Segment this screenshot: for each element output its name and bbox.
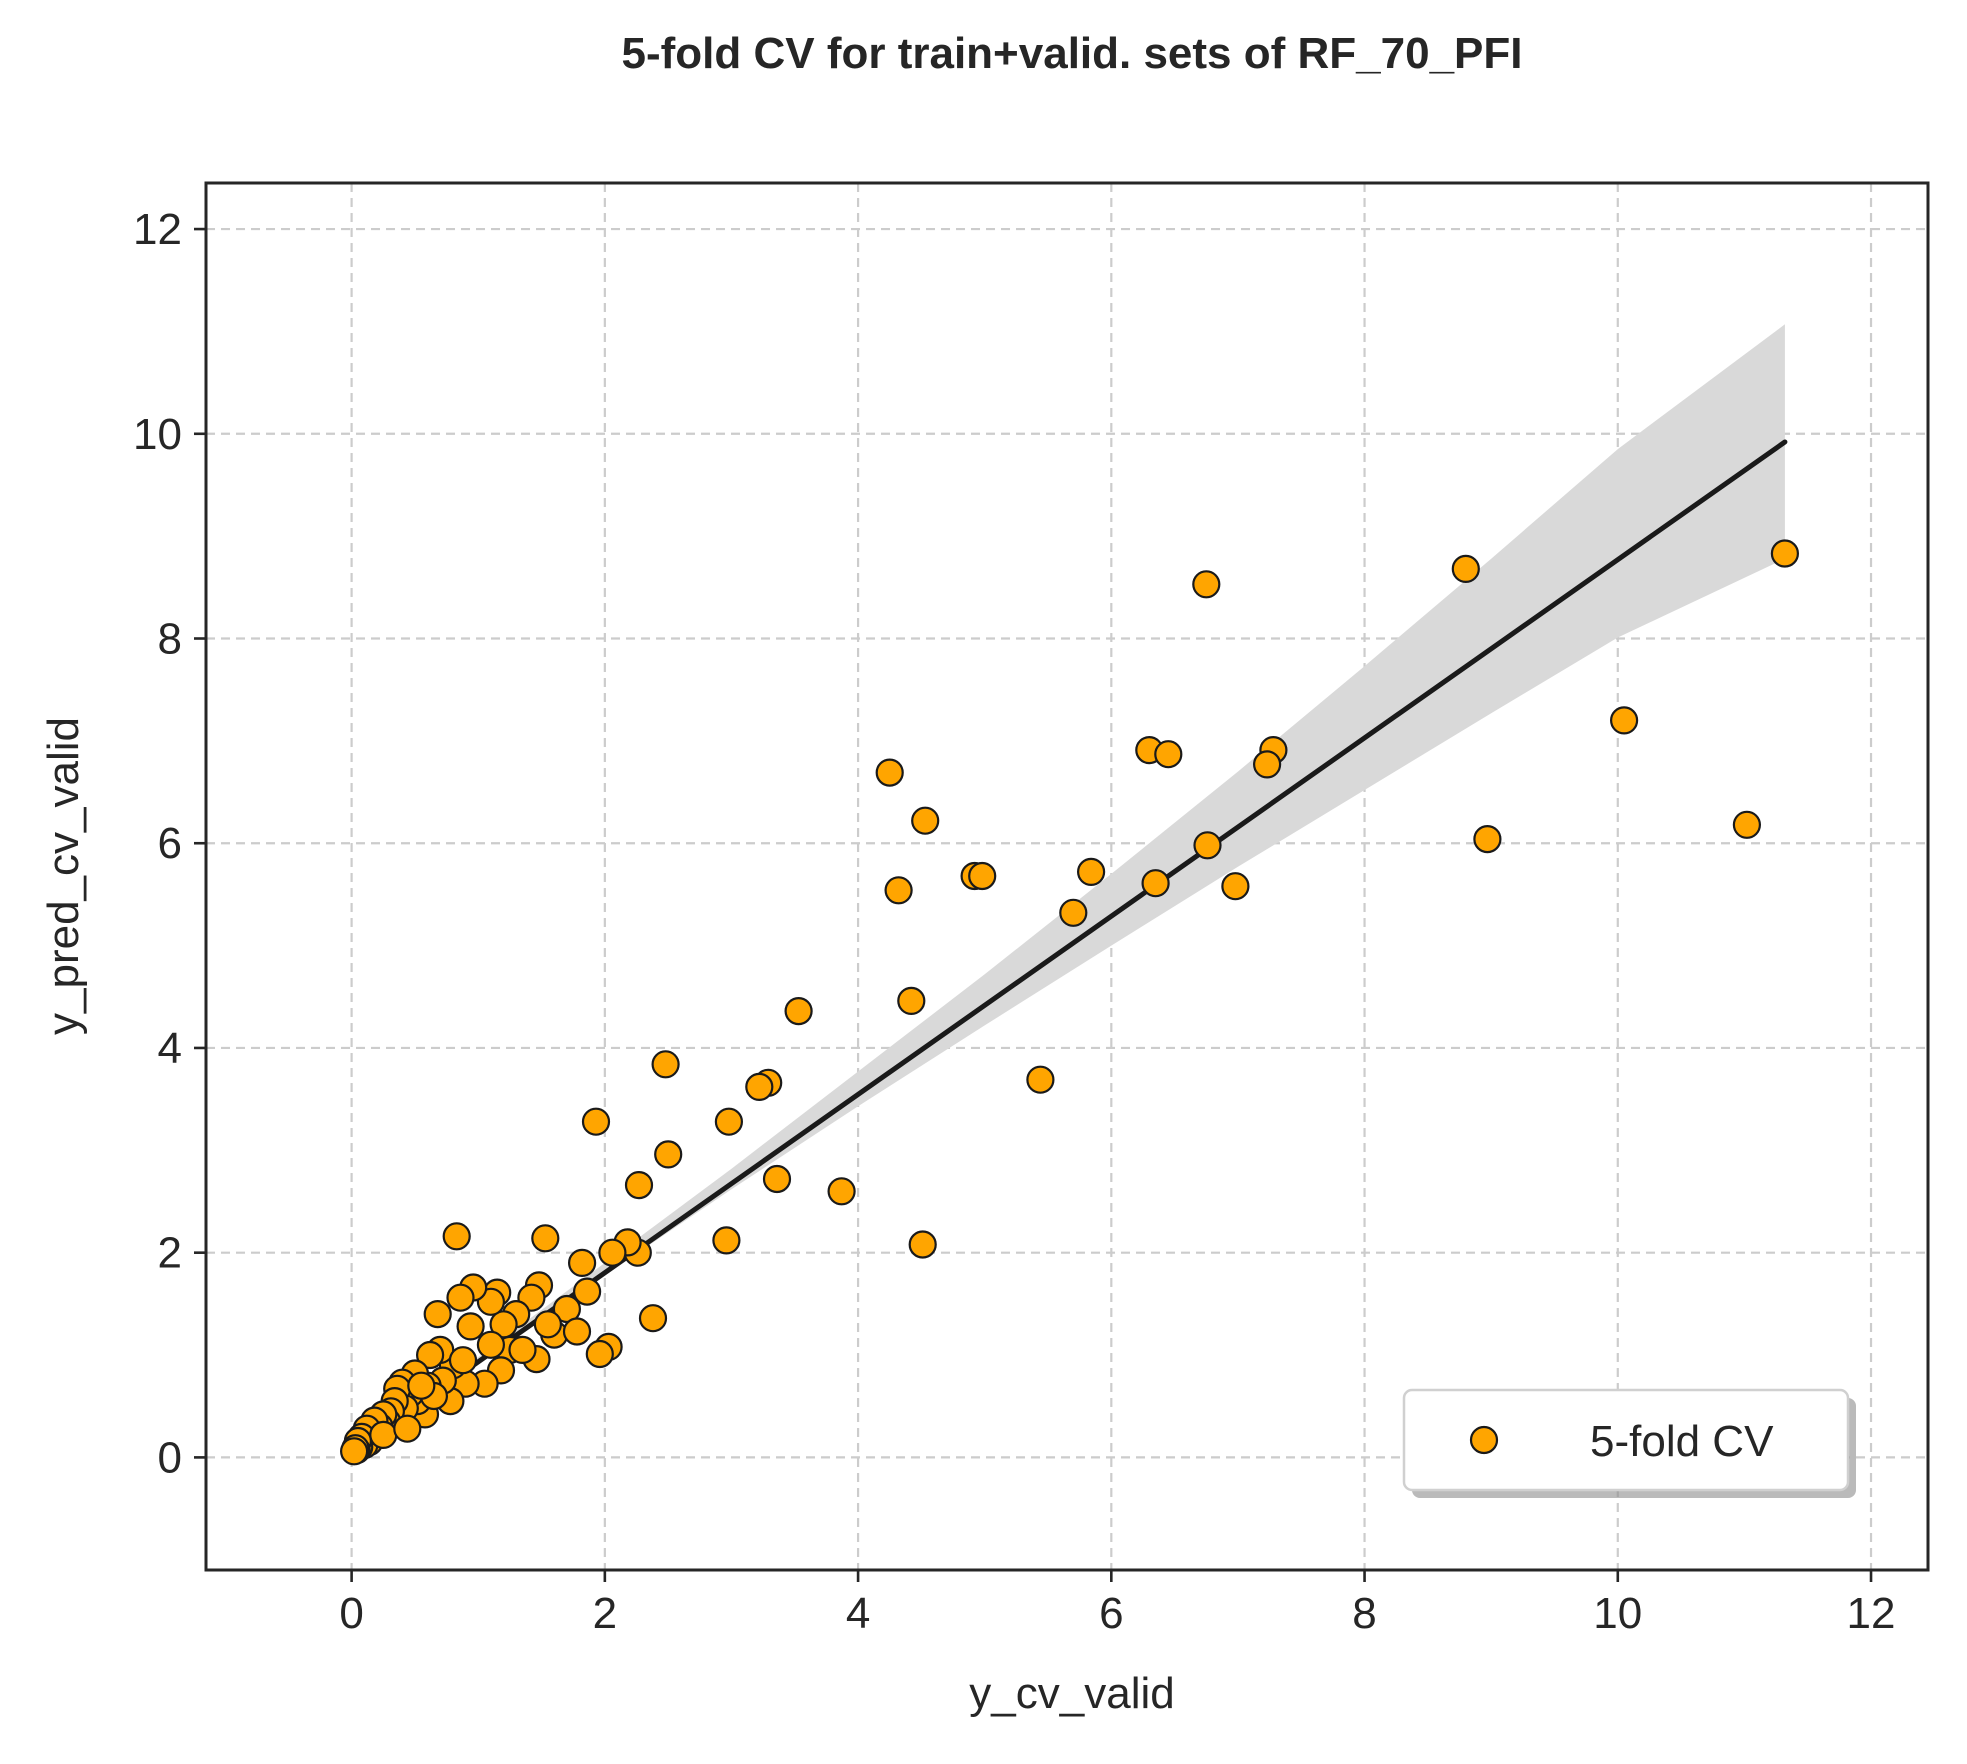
confidence-band [354,324,1785,1453]
data-point [1026,1065,1055,1094]
data-point [875,758,904,787]
data-point [407,1371,436,1400]
data-point [1192,570,1221,599]
y-axis-label: y_pred_cv_valid [39,717,88,1035]
data-point [1732,810,1762,839]
data-point [581,1107,611,1136]
data-point [1076,857,1106,887]
x-tick-label: 8 [1352,1589,1376,1638]
data-point [638,1304,668,1333]
data-point [624,1170,654,1200]
data-point [1221,872,1250,901]
data-point [827,1177,856,1206]
data-point [572,1277,602,1306]
confidence-band-layer [354,324,1785,1453]
legend-label: 5-fold CV [1590,1417,1774,1466]
y-tick-label: 0 [158,1433,182,1482]
data-point [1193,831,1222,860]
data-point [562,1317,592,1346]
y-tick-label: 2 [158,1229,182,1278]
data-point [908,1230,937,1259]
data-point [968,861,997,891]
data-point [393,1414,422,1443]
axis-ticks: 0 2 4 6 8 10 12 0 2 4 6 8 10 12 [133,205,1895,1638]
y-tick-label: 10 [133,410,182,459]
data-point [1141,869,1170,898]
legend-marker [1469,1425,1499,1455]
data-point [442,1222,471,1251]
data-point [897,986,926,1016]
legend-box [1402,1388,1850,1492]
data-point [533,1310,563,1339]
data-point [1154,740,1183,769]
data-point [911,806,940,835]
data-point [340,1437,369,1466]
data-point [456,1312,485,1341]
x-tick-label: 12 [1847,1589,1896,1638]
data-point [784,996,813,1026]
data-point [651,1050,680,1079]
data-point [1609,706,1639,735]
data-point [369,1420,398,1450]
y-tick-label: 4 [158,1024,182,1073]
x-tick-label: 0 [339,1589,363,1638]
data-point [448,1346,478,1375]
data-point [508,1335,537,1365]
data-point [654,1140,683,1169]
chart-title: 5-fold CV for train+valid. sets of RF_70… [622,29,1523,78]
data-point [1770,539,1800,568]
y-tick-label: 8 [158,615,182,664]
x-tick-label: 6 [1099,1589,1123,1638]
data-point [1451,554,1480,584]
y-tick-label: 12 [133,205,182,254]
data-point [712,1226,741,1255]
data-point [446,1283,475,1312]
data-point [598,1238,627,1267]
x-tick-label: 10 [1593,1589,1642,1638]
data-point [423,1299,452,1329]
data-point [585,1339,614,1369]
data-point [531,1224,560,1253]
x-axis-label: y_cv_valid [969,1669,1174,1718]
data-point [416,1340,445,1370]
plot-frame [204,181,1930,1572]
grid [206,183,1928,1570]
y-tick-label: 6 [158,819,182,868]
data-point [1252,750,1282,779]
data-point [1473,824,1502,854]
data-point [745,1072,774,1102]
x-tick-label: 2 [593,1589,617,1638]
legend: 5-fold CV [1402,1388,1856,1498]
data-point [714,1107,744,1136]
data-point [1059,898,1088,927]
x-tick-label: 4 [846,1589,870,1638]
data-point [567,1248,597,1278]
data-point [476,1330,505,1359]
data-point [762,1164,792,1194]
data-points [340,539,1800,1466]
data-point [884,876,913,905]
